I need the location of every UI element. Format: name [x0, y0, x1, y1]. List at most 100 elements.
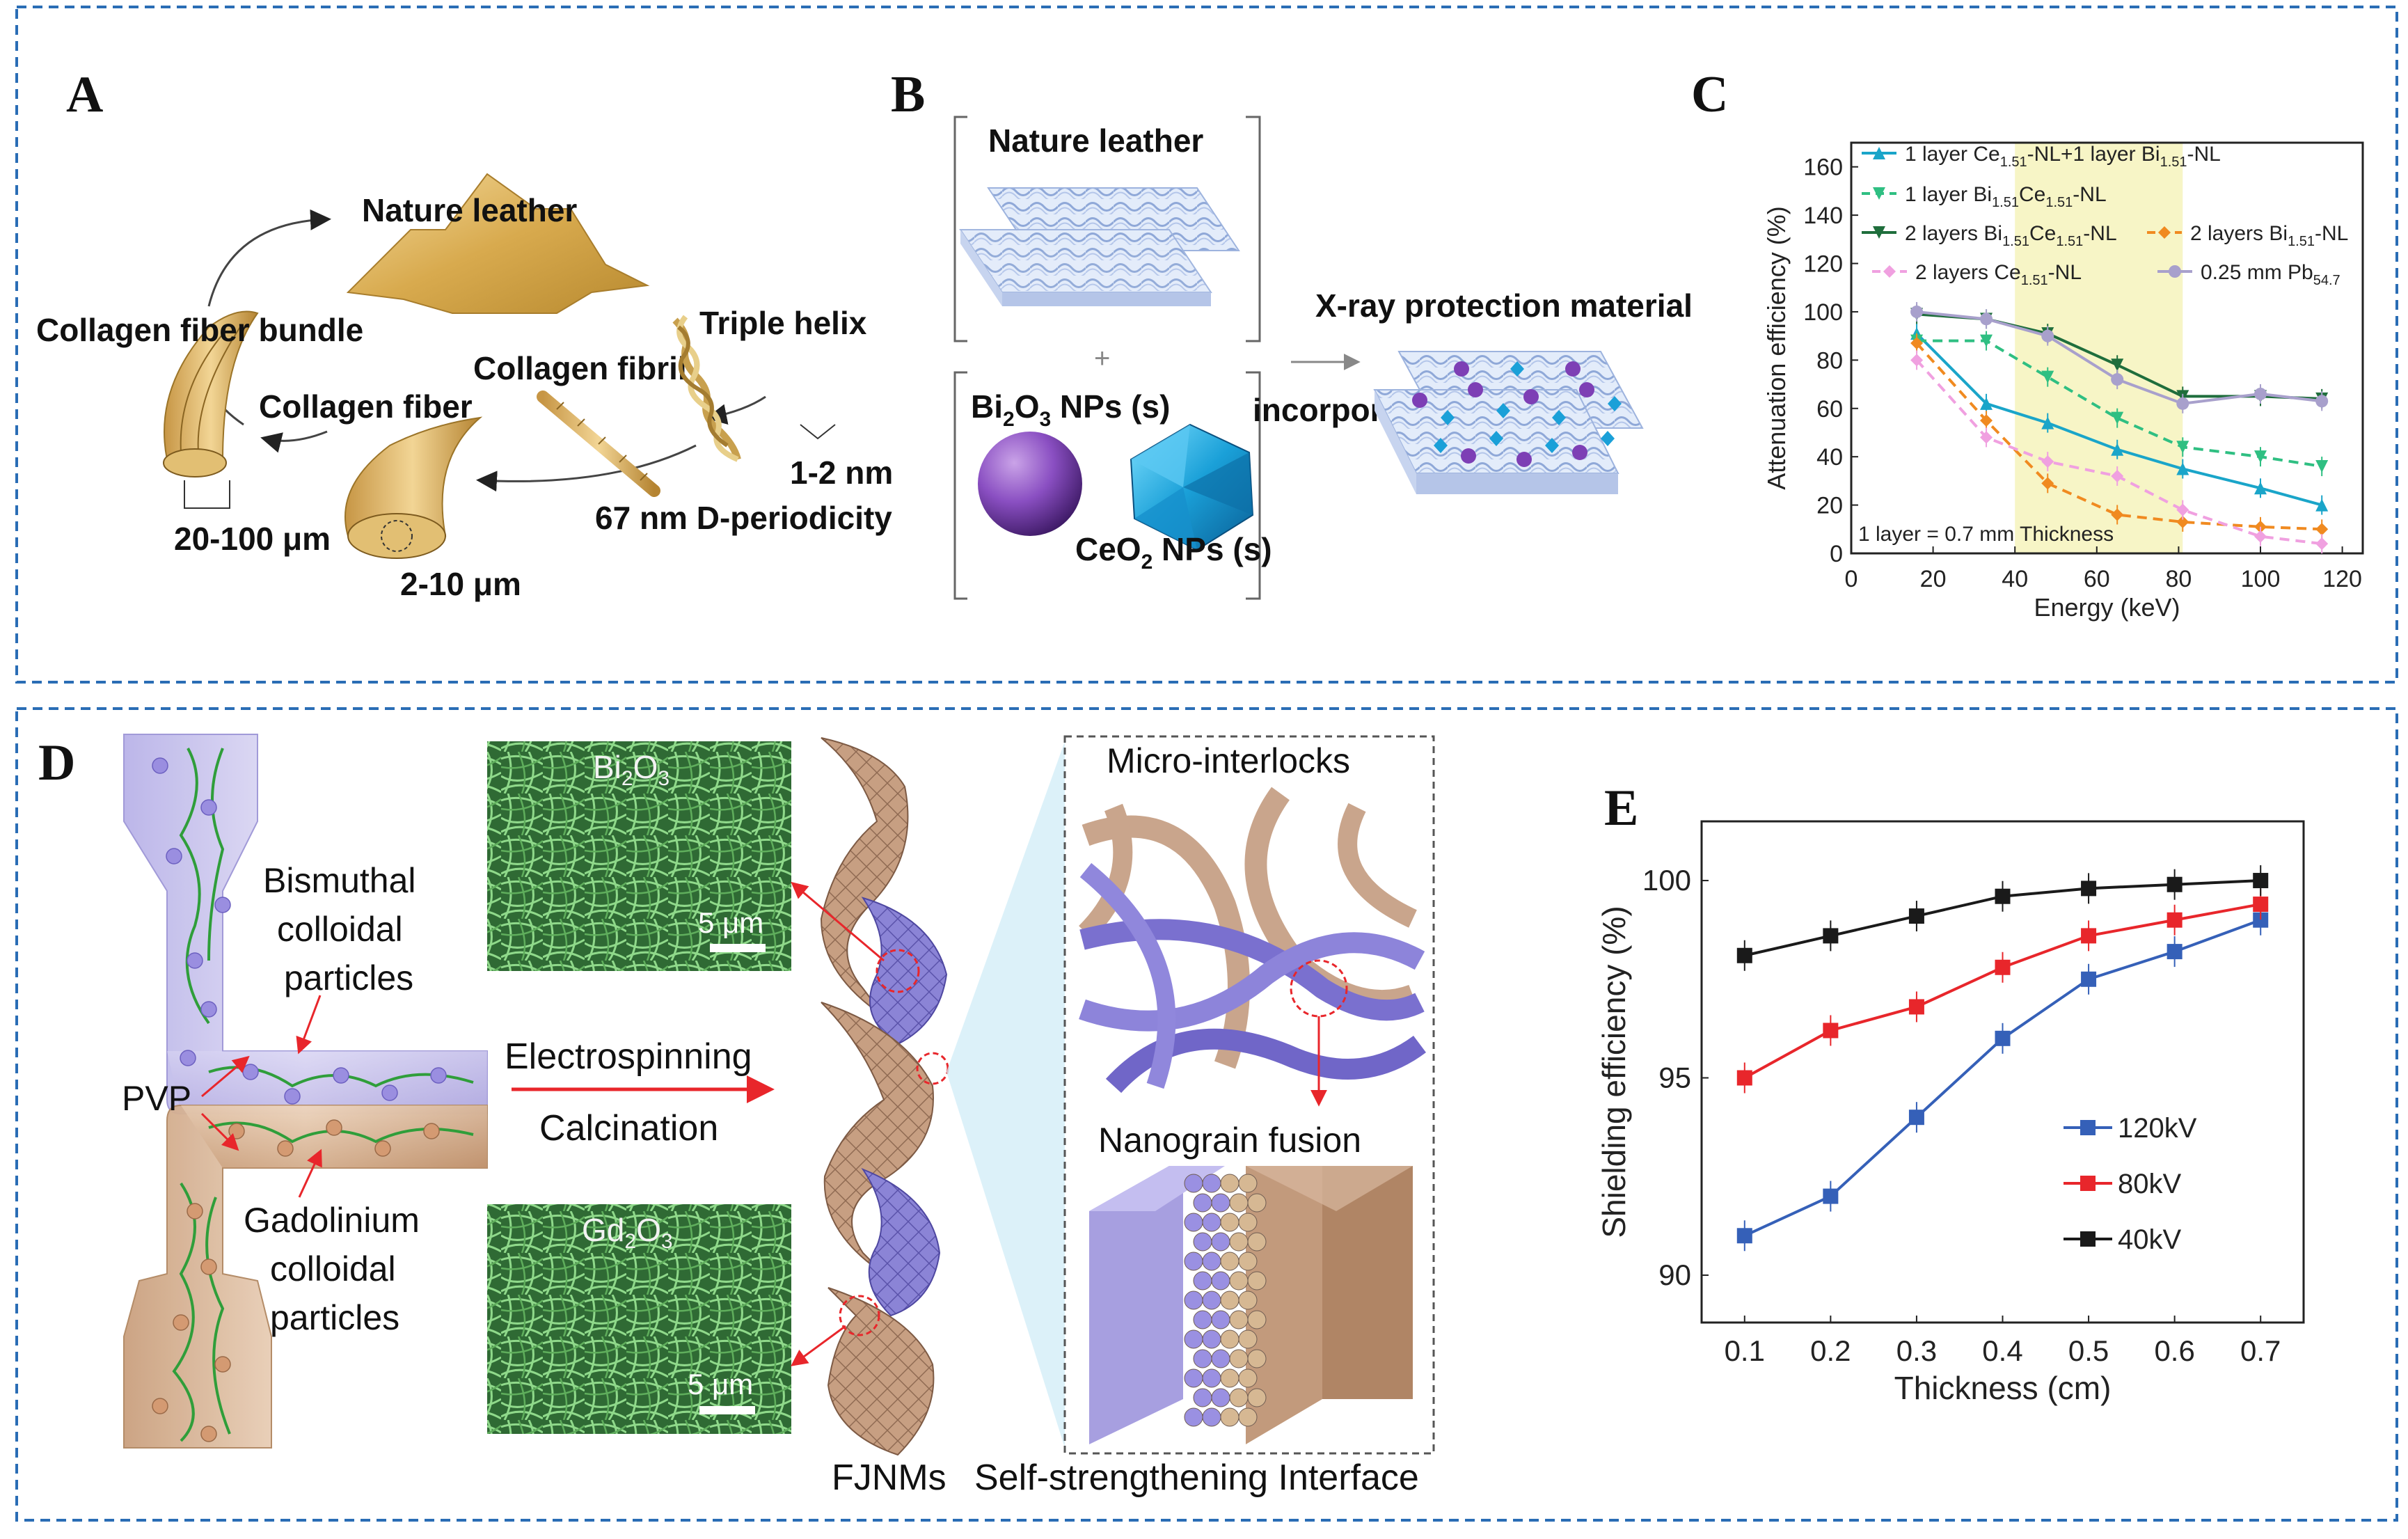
nanograin [1202, 1252, 1221, 1271]
chart-c-point [1980, 431, 1993, 444]
bracket-right-top [1246, 116, 1261, 342]
nanograin [1247, 1349, 1267, 1368]
nanograin [1211, 1232, 1230, 1252]
chart-c-point [2111, 443, 2124, 456]
top-frame [15, 6, 2398, 684]
bismuth-particle [200, 799, 217, 816]
chart-e-ytick-label: 90 [1658, 1258, 1691, 1291]
chart-e-xtick-label: 0.6 [2154, 1334, 2194, 1367]
chart-e-point [1823, 1188, 1839, 1204]
nanograin [1220, 1291, 1239, 1310]
chart-c-series [1910, 301, 2329, 413]
chart-c-xtick-label: 0 [1845, 566, 1858, 592]
chart-c-point [1873, 147, 1885, 159]
gadolinium-particle [214, 1356, 231, 1373]
chart-c-point [1980, 334, 1993, 347]
chart-c-ytick-label: 160 [1803, 155, 1843, 181]
bi2o3-dot [1412, 393, 1427, 408]
chart-e-point [1908, 1110, 1924, 1126]
chart-e-series [1736, 904, 2269, 1252]
chart-e-point [1908, 999, 1924, 1015]
nanograin [1202, 1174, 1221, 1193]
chart-c-ylabel: Attenuation efficiency (%) [1762, 206, 1791, 490]
label-d-periodicity: 67 nm D-periodicity [595, 500, 892, 536]
chart-c-point [1980, 397, 1993, 410]
label-calcination: Calcination [539, 1108, 718, 1149]
ceo2-dot [1608, 396, 1622, 411]
cycle-arrow-bottom [476, 444, 697, 492]
chart-e-legend-label: 80kV [2118, 1169, 2181, 1199]
chart-c-legend-label: 2 layers Bi1.51-NL [2190, 222, 2348, 249]
chart-c-point [2176, 515, 2189, 528]
chart-c-ytick-label: 80 [1816, 347, 1843, 374]
chart-c-point [2254, 387, 2267, 400]
label-pvp: PVP [122, 1079, 191, 1118]
ceo2-dot [1545, 438, 1559, 453]
chart-c-point [2315, 523, 2329, 536]
chart-shielding: 0.1 0.2 0.3 0.4 0.5 0.6 0.7 90 95 100 Thickness (c… [1596, 820, 2305, 1406]
nanograin [1247, 1310, 1267, 1329]
chart-e-point [2253, 897, 2269, 913]
nanograin [1229, 1310, 1249, 1329]
chart-c-series [1910, 324, 2329, 515]
ceo2-dot [1441, 410, 1455, 425]
panel-a: A Nature leather Collagen fiber bundle 2… [36, 66, 893, 602]
bracket-right-bottom [1246, 371, 1261, 600]
bismuth-particle [333, 1067, 349, 1084]
chart-e-point [1823, 1023, 1839, 1039]
nanograin [1220, 1329, 1239, 1349]
label-electrospinning: Electrospinning [505, 1036, 752, 1077]
ceo2-dot [1434, 438, 1448, 453]
chart-e-point [2081, 881, 2097, 897]
bismuth-particle [180, 1050, 196, 1066]
nanograin [1247, 1232, 1267, 1252]
chart-c-xtick-label: 60 [2084, 566, 2110, 592]
nanograin [1184, 1329, 1203, 1349]
chart-c-ytick-label: 40 [1816, 444, 1843, 471]
chart-e-series [1736, 889, 2269, 1094]
ceo2-dot [1601, 431, 1615, 446]
nanograin [1211, 1193, 1230, 1213]
nanograin [1193, 1271, 1212, 1291]
chart-c-xtick-label: 40 [2002, 566, 2028, 592]
nanograin-fusion-image [1089, 1166, 1413, 1444]
sem-image-bi2o3 [487, 741, 791, 971]
chart-c-ytick-label: 20 [1816, 493, 1843, 519]
chart-e-legend-label: 120kV [2118, 1113, 2197, 1144]
ceo2-dot [1552, 410, 1566, 425]
bi2o3-dot [1565, 361, 1581, 377]
chart-c-point [2041, 416, 2054, 429]
nanograin [1220, 1213, 1239, 1232]
scale-label-top: 5 μm [698, 906, 763, 939]
bundle-dim-line [184, 480, 230, 509]
arrow-gadolinium [298, 1149, 322, 1198]
arrow-pvp-2 [200, 1112, 239, 1151]
chart-e-point [1736, 1070, 1752, 1086]
chart-c-xlabel: Energy (keV) [2034, 593, 2180, 622]
panel-b: B Nature leather + Bi2O3 NPs (s) CeO2 NP… [891, 66, 1693, 600]
bismuth-particle [430, 1067, 447, 1084]
chart-e-xtick-label: 0.2 [1810, 1334, 1851, 1367]
nanograin [1229, 1388, 1249, 1407]
nanograin [1184, 1213, 1203, 1232]
chart-c-xtick-label: 20 [1920, 566, 1947, 592]
chart-e-ylabel: Shielding efficiency (%) [1596, 906, 1632, 1238]
panel-b-letter: B [891, 66, 925, 123]
chart-e-point [1736, 947, 1752, 963]
bracket-left-top [953, 116, 967, 342]
chart-c-point [1910, 337, 1924, 350]
leather-mesh-image [959, 187, 1240, 306]
chart-e-ytick-label: 95 [1658, 1061, 1691, 1094]
panel-a-letter: A [66, 66, 103, 123]
chart-c-point [2111, 373, 2124, 386]
chart-e-xlabel: Thickness (cm) [1894, 1370, 2112, 1406]
chart-e-point [2253, 912, 2269, 928]
chart-e-series [1736, 865, 2269, 971]
nanograin [1202, 1329, 1221, 1349]
nanograin [1229, 1349, 1249, 1368]
label-collagen-fibril: Collagen fibril [473, 350, 687, 386]
bi2o3-dot [1461, 448, 1476, 464]
label-collagen-fiber: Collagen fiber [259, 388, 473, 425]
chart-c-point [2254, 482, 2267, 495]
cycle-arrow-top [207, 209, 331, 307]
